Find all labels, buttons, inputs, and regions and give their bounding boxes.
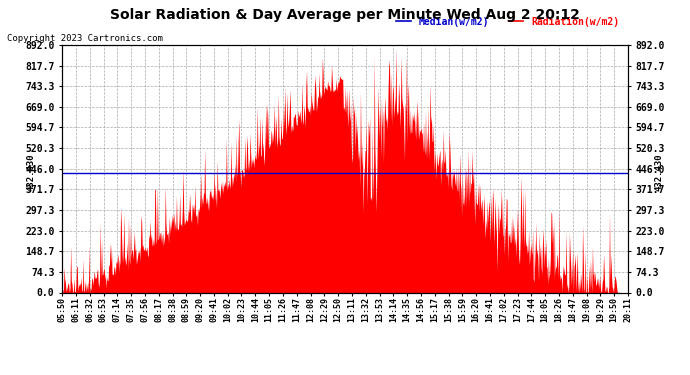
Text: 432.430: 432.430	[26, 154, 35, 191]
Text: 432.430: 432.430	[655, 154, 664, 191]
Legend: Median(w/m2), Radiation(w/m2): Median(w/m2), Radiation(w/m2)	[393, 13, 623, 30]
Text: Copyright 2023 Cartronics.com: Copyright 2023 Cartronics.com	[7, 34, 163, 43]
Text: Solar Radiation & Day Average per Minute Wed Aug 2 20:12: Solar Radiation & Day Average per Minute…	[110, 8, 580, 21]
